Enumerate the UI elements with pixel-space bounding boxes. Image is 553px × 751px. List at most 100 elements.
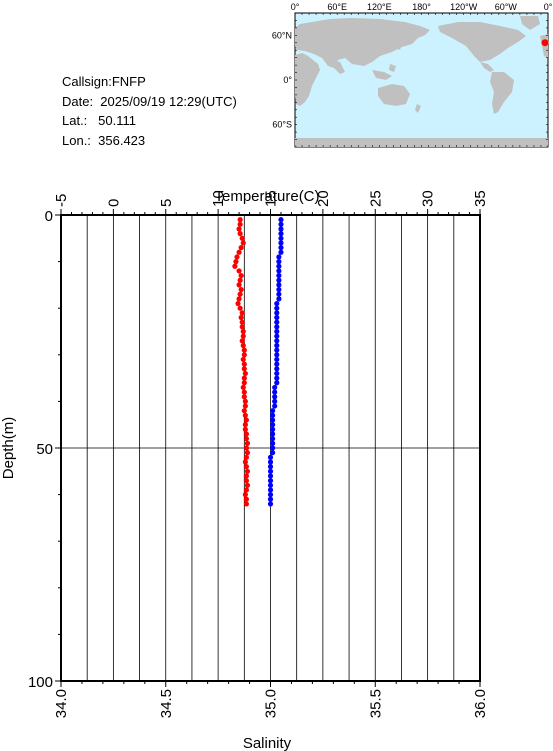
temperature-point (236, 249, 242, 255)
map-lon-label: 0° (291, 2, 300, 12)
temperature-point (241, 352, 247, 358)
salinity-point (278, 235, 284, 241)
temperature-point (241, 380, 247, 386)
map-axis-labels: 0° 60°E 120°E 180° 120°W 60°W 0° 60°N 0° 60°S (272, 2, 553, 130)
date-text: Date: 2025/09/19 12:29(UTC) (62, 93, 237, 109)
temperature-point (238, 286, 244, 293)
depth-tick-label: 0 (45, 208, 53, 225)
map-lon-label: 180° (412, 2, 431, 12)
salinity-point (267, 492, 274, 498)
temperature-point (238, 314, 244, 321)
temperature-point (242, 422, 248, 428)
temperature-point (243, 478, 250, 484)
salinity-point (274, 352, 280, 358)
japan-landmass (396, 38, 403, 50)
eurasia-landmass (295, 18, 430, 68)
salinity-point (267, 454, 274, 460)
salinity-point (269, 417, 276, 423)
india-landmass (330, 60, 345, 74)
salinity-point (274, 305, 280, 311)
temperature-point (240, 384, 246, 391)
salinity-point (274, 347, 280, 353)
temperature-axis: -5 0 5 10 15 20 25 30 35 (53, 190, 489, 215)
temperature-point (243, 445, 250, 451)
philippines-landmass (389, 64, 396, 72)
temperature-tick-label: 35 (472, 190, 489, 207)
salinity-point (278, 217, 284, 223)
salinity-point (269, 422, 276, 428)
temperature-point (239, 319, 245, 325)
temperature-point (242, 492, 248, 498)
salinity-point (267, 468, 274, 474)
salinity-point (274, 338, 280, 344)
temperature-point (237, 217, 243, 223)
data-series (232, 217, 284, 507)
salinity-series (267, 217, 284, 507)
salinity-tick-label: 34.5 (158, 689, 175, 718)
salinity-point (276, 277, 282, 283)
salinity-point (272, 384, 278, 391)
temperature-point (234, 254, 240, 260)
salinity-point (276, 254, 282, 260)
temperature-tick-label: 25 (367, 190, 384, 207)
indonesia-landmass (372, 70, 392, 80)
salinity-point (267, 459, 274, 465)
temperature-point (243, 431, 250, 437)
temperature-point (241, 408, 247, 414)
salinity-point (267, 473, 274, 479)
temperature-axis-label: Temperature(C) (214, 188, 319, 205)
map-lon-label: 60°E (327, 2, 347, 12)
temperature-point (244, 450, 251, 456)
salinity-point (278, 226, 284, 232)
salinity-point (274, 370, 280, 377)
salinity-point (269, 436, 276, 442)
salinity-point (274, 328, 280, 335)
salinity-point (272, 398, 278, 404)
salinity-point (276, 296, 282, 302)
new-zealand-landmass (415, 104, 421, 113)
temperature-point (241, 394, 247, 400)
temperature-point (232, 263, 238, 269)
salinity-point (269, 431, 276, 437)
salinity-point (276, 286, 282, 293)
salinity-point (278, 221, 284, 227)
temperature-tick-label: 20 (315, 190, 332, 207)
salinity-point (267, 464, 274, 470)
salinity-point (267, 487, 274, 493)
salinity-point (276, 263, 282, 269)
salinity-point (269, 440, 276, 446)
temperature-point (243, 473, 250, 479)
salinity-tick-label: 35.0 (263, 689, 280, 718)
salinity-point (272, 394, 278, 400)
temperature-point (239, 235, 245, 241)
temperature-tick-label: -5 (53, 194, 70, 207)
temperature-point (242, 412, 248, 418)
temperature-tick-label: 15 (263, 190, 280, 207)
salinity-point (278, 245, 284, 251)
temperature-point (244, 468, 251, 474)
antarctica-landmass (295, 138, 548, 147)
salinity-point (274, 356, 280, 363)
temperature-point (241, 389, 247, 395)
salinity-point (269, 445, 276, 451)
salinity-point (274, 342, 280, 349)
salinity-point (274, 375, 280, 381)
south-america-landmass (490, 72, 514, 114)
map-lon-label: 60°W (495, 2, 518, 12)
temperature-point (243, 496, 250, 502)
temperature-point (240, 328, 246, 335)
depth-axis: 0 50 100 (28, 208, 61, 691)
depth-axis-label: Depth(m) (0, 417, 17, 480)
salinity-point (269, 450, 276, 456)
temperature-point (237, 231, 243, 237)
depth-tick-label: 100 (28, 674, 53, 691)
station-marker (541, 39, 549, 47)
salinity-tick-label: 36.0 (472, 689, 489, 718)
africa-landmass (295, 53, 320, 106)
salinity-point (267, 478, 274, 484)
temperature-point (236, 282, 242, 288)
profile-plot: -5 0 5 10 15 20 25 30 35 34.0 34.5 35.0 35.5 36.0 05… (0, 188, 489, 751)
temperature-point (238, 272, 244, 279)
temperature-point (236, 268, 242, 274)
